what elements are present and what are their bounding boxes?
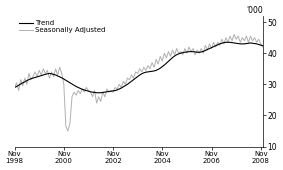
Legend: Trend, Seasonally Adjusted: Trend, Seasonally Adjusted — [18, 19, 106, 34]
Text: '000: '000 — [246, 6, 263, 15]
